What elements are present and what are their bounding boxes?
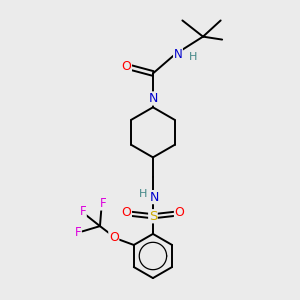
Text: N: N — [174, 48, 182, 61]
Text: F: F — [100, 197, 106, 210]
Text: N: N — [148, 92, 158, 105]
Text: F: F — [80, 206, 86, 218]
Text: H: H — [189, 52, 197, 62]
Text: F: F — [75, 226, 81, 239]
Text: S: S — [149, 210, 157, 223]
Text: O: O — [122, 206, 131, 219]
Text: O: O — [122, 60, 131, 73]
Text: N: N — [150, 190, 159, 204]
Text: O: O — [175, 206, 184, 219]
Text: O: O — [109, 230, 119, 244]
Text: H: H — [139, 189, 148, 199]
